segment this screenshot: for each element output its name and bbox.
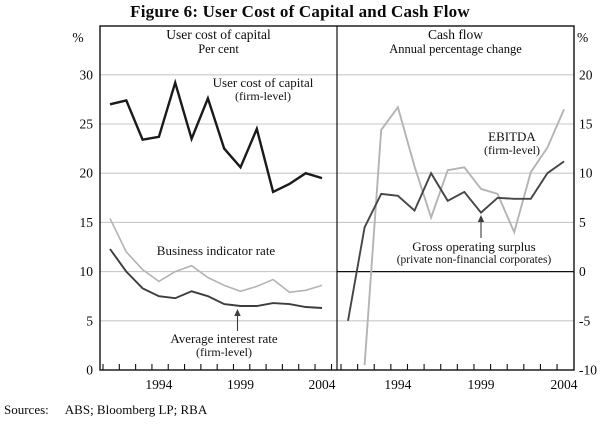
svg-text:10: 10: [80, 264, 94, 279]
svg-text:1994: 1994: [384, 377, 411, 392]
panel-title-left: User cost of capital Per cent: [100, 27, 337, 57]
annotation-line: Gross operating surplus: [412, 239, 536, 254]
svg-text:15: 15: [579, 117, 593, 132]
svg-text:1999: 1999: [227, 377, 254, 392]
svg-text:10: 10: [579, 166, 593, 181]
svg-text:1994: 1994: [145, 377, 172, 392]
annotation-ebitda: EBITDA (firm-level): [412, 129, 600, 158]
svg-text:0: 0: [86, 363, 93, 378]
annotation-average-interest-rate: Average interest rate (firm-level): [124, 331, 324, 360]
svg-text:1999: 1999: [467, 377, 494, 392]
annotation-business-indicator-rate: Business indicator rate: [116, 243, 316, 258]
left-axis-unit-label: %: [72, 30, 84, 45]
annotation-gross-operating-surplus: Gross operating surplus (private non-fin…: [344, 239, 600, 267]
svg-text:0: 0: [579, 264, 586, 279]
panel-right-subtitle-text: Annual percentage change: [389, 41, 522, 56]
annotation-subline: (firm-level): [196, 345, 252, 360]
annotation-line: Business indicator rate: [156, 243, 276, 258]
svg-text:-5: -5: [579, 313, 590, 328]
panel-right-title-text: Cash flow: [427, 27, 484, 42]
annotation-line: EBITDA: [488, 129, 536, 144]
svg-text:2004: 2004: [309, 377, 336, 392]
annotation-line: Average interest rate: [170, 331, 278, 346]
svg-text:5: 5: [86, 313, 93, 328]
annotation-subline: (private non-financial corporates): [396, 254, 552, 267]
figure-title: Figure 6: User Cost of Capital and Cash …: [130, 2, 470, 21]
annotation-subline: (firm-level): [235, 89, 291, 104]
sources-text: ABS; Bloomberg LP; RBA: [64, 402, 208, 417]
svg-text:2004: 2004: [551, 377, 578, 392]
svg-text:20: 20: [579, 67, 593, 82]
annotation-line: User cost of capital: [212, 75, 314, 90]
panel-left-title-text: User cost of capital: [166, 27, 271, 42]
panel-left-subtitle-text: Per cent: [198, 41, 239, 56]
svg-text:15: 15: [80, 215, 94, 230]
sources-note: Sources: ABS; Bloomberg LP; RBA: [4, 402, 207, 418]
panel-title-right: Cash flow Annual percentage change: [337, 27, 574, 57]
svg-text:30: 30: [80, 67, 94, 82]
annotation-user-cost-of-capital: User cost of capital (firm-level): [163, 75, 363, 104]
right-axis-unit-label: %: [577, 30, 589, 45]
svg-text:25: 25: [80, 117, 94, 132]
svg-text:-10: -10: [579, 363, 597, 378]
svg-text:20: 20: [80, 166, 94, 181]
svg-text:5: 5: [579, 215, 586, 230]
annotation-subline: (firm-level): [484, 143, 540, 158]
sources-label: Sources:: [4, 402, 49, 417]
